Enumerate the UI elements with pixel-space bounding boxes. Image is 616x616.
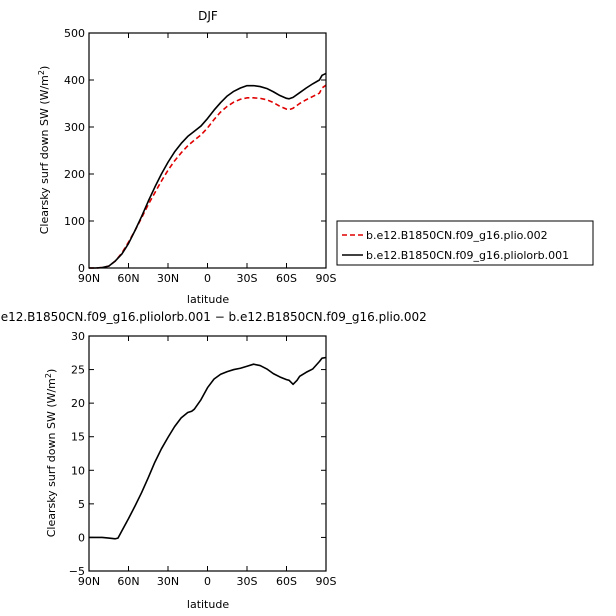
y-tick-label-bottom-7: 30 (71, 330, 85, 343)
x-tick-label-top-5: 60S (276, 272, 297, 285)
panel-bottom: b.e12.B1850CN.f09_g16.pliolorb.001 − b.e… (0, 310, 427, 611)
y-axis-title-bottom-end: ) (45, 369, 58, 373)
y-tick-label-bottom-3: 10 (71, 464, 85, 477)
legend-label-series-0: b.e12.B1850CN.f09_g16.plio.002 (366, 229, 548, 242)
x-tick-label-bottom-0: 90N (78, 575, 100, 588)
panel-top: DJF 0 100 200 300 400 500 90N 60N 30N 0 30S 60S 90S… (37, 9, 337, 306)
chart-title-top: DJF (198, 9, 218, 23)
x-tick-label-bottom-1: 60N (117, 575, 139, 588)
y-tick-label-bottom-0: −5 (69, 565, 85, 578)
y-axis-title-top-sup: 2 (37, 70, 46, 75)
y-tick-label-bottom-2: 5 (78, 498, 85, 511)
x-tick-label-top-6: 90S (316, 272, 337, 285)
series-line-top-0 (89, 84, 327, 269)
y-axis-title-top-main: Clearsky surf down SW (W/m (38, 75, 51, 234)
legend-label-series-1: b.e12.B1850CN.f09_g16.pliolorb.001 (366, 249, 569, 262)
y-tick-label-top-4: 400 (64, 74, 85, 87)
x-tick-label-top-2: 30N (157, 272, 179, 285)
y-axis-title-bottom-sup: 2 (44, 373, 53, 378)
y-tick-label-bottom-6: 25 (71, 364, 85, 377)
x-tick-label-top-3: 0 (204, 272, 211, 285)
series-line-top-1 (89, 72, 327, 269)
chart-title-bottom: b.e12.B1850CN.f09_g16.pliolorb.001 − b.e… (0, 310, 427, 324)
y-axis-title-bottom-main: Clearsky surf down SW (W/m (45, 378, 58, 537)
y-tick-label-bottom-1: 0 (78, 531, 85, 544)
plot-frame-bottom (88, 335, 327, 572)
y-axis-title-top-end: ) (38, 66, 51, 70)
y-tick-label-top-0: 0 (78, 262, 85, 275)
x-tick-label-bottom-3: 0 (204, 575, 211, 588)
x-tick-label-bottom-2: 30N (157, 575, 179, 588)
plot-frame-top (88, 32, 327, 269)
legend: b.e12.B1850CN.f09_g16.plio.002 b.e12.B18… (336, 220, 594, 266)
y-axis-title-bottom: Clearsky surf down SW (W/m2) (44, 369, 59, 538)
x-axis-title-top: latitude (187, 293, 229, 306)
x-tick-label-top-4: 30S (237, 272, 258, 285)
series-line-bottom-0 (89, 356, 327, 540)
y-tick-label-top-5: 500 (64, 27, 85, 40)
y-tick-label-bottom-4: 15 (71, 431, 85, 444)
y-tick-label-bottom-5: 20 (71, 397, 85, 410)
x-tick-label-bottom-5: 60S (276, 575, 297, 588)
legend-box (336, 220, 594, 266)
x-tick-label-top-0: 90N (78, 272, 100, 285)
y-tick-label-top-3: 300 (64, 121, 85, 134)
y-axis-title-top: Clearsky surf down SW (W/m2) (37, 66, 52, 235)
x-tick-label-top-1: 60N (117, 272, 139, 285)
x-tick-label-bottom-6: 90S (316, 575, 337, 588)
x-tick-label-bottom-4: 30S (237, 575, 258, 588)
x-axis-title-bottom: latitude (187, 598, 229, 611)
y-tick-label-top-2: 200 (64, 168, 85, 181)
y-tick-label-top-1: 100 (64, 215, 85, 228)
